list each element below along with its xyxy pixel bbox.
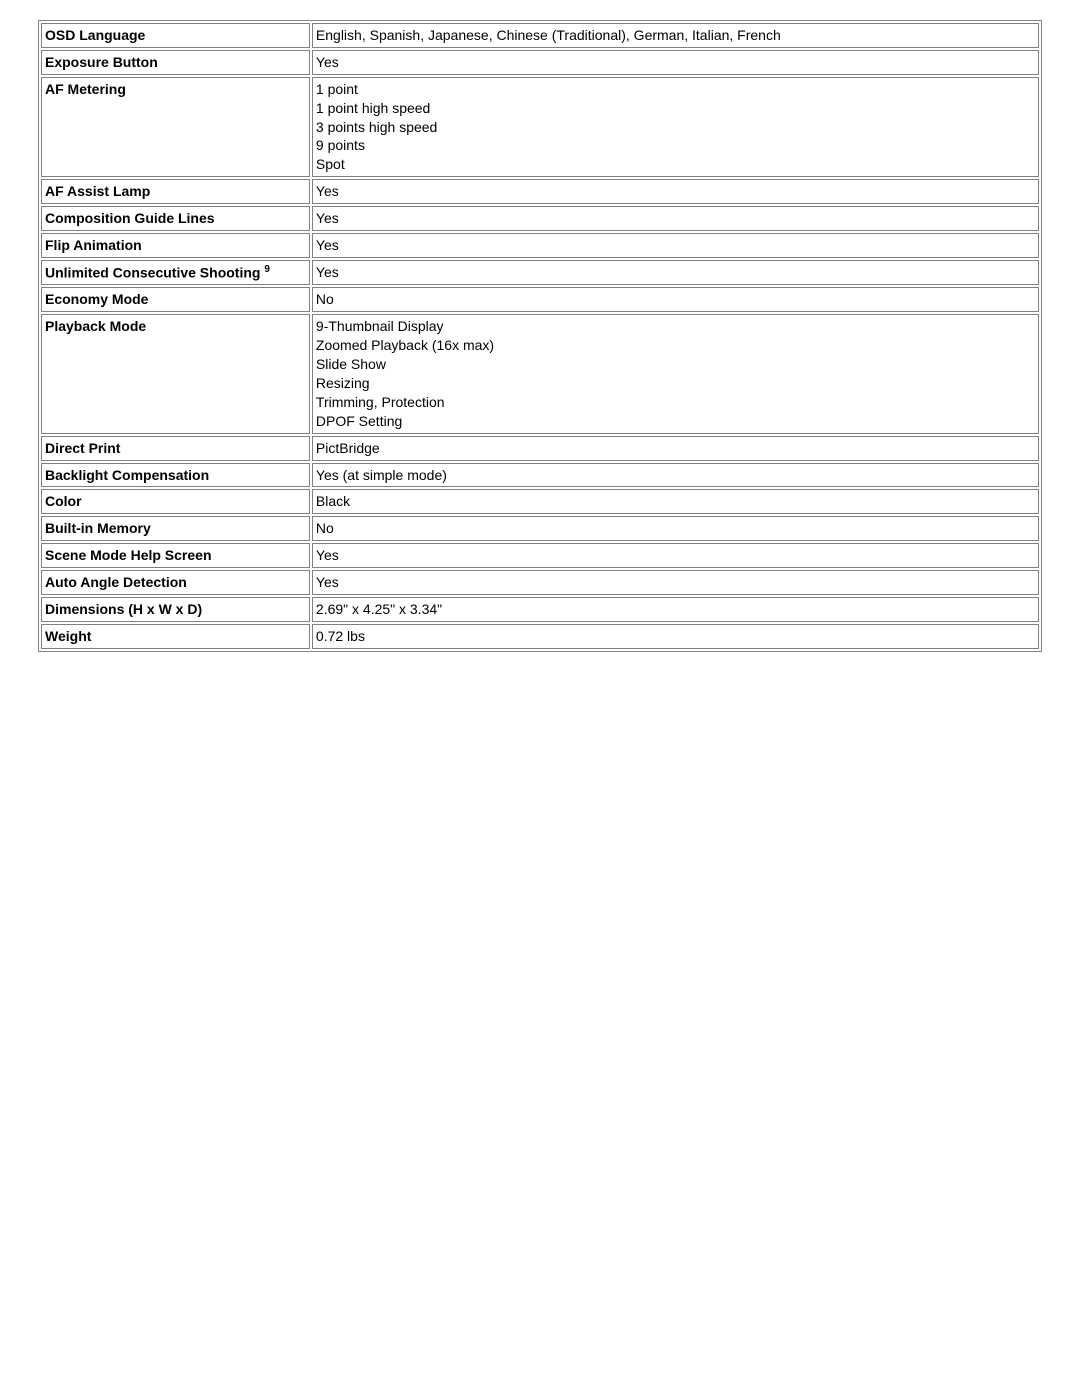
spec-value: 2.69" x 4.25" x 3.34"	[312, 597, 1039, 622]
spec-value: Yes	[312, 179, 1039, 204]
spec-value: Yes	[312, 543, 1039, 568]
spec-label-text: Built-in Memory	[45, 520, 151, 536]
table-row: Dimensions (H x W x D) 2.69" x 4.25" x 3.…	[41, 597, 1039, 622]
spec-label: Playback Mode	[41, 314, 310, 433]
spec-label-text: Unlimited Consecutive Shooting	[45, 265, 260, 281]
table-row: Color Black	[41, 489, 1039, 514]
spec-value: Yes	[312, 260, 1039, 286]
table-row: AF Assist Lamp Yes	[41, 179, 1039, 204]
spec-value: Yes	[312, 206, 1039, 231]
spec-label-text: AF Metering	[45, 81, 126, 97]
spec-label-text: Color	[45, 493, 82, 509]
spec-label: Backlight Compensation	[41, 463, 310, 488]
table-row: Backlight Compensation Yes (at simple mod…	[41, 463, 1039, 488]
spec-value: Yes	[312, 570, 1039, 595]
spec-value: Yes	[312, 50, 1039, 75]
spec-label-text: Auto Angle Detection	[45, 574, 187, 590]
spec-value: 0.72 lbs	[312, 624, 1039, 649]
spec-label-text: Dimensions (H x W x D)	[45, 601, 202, 617]
table-row: Built-in Memory No	[41, 516, 1039, 541]
spec-value: PictBridge	[312, 436, 1039, 461]
table-row: Economy Mode No	[41, 287, 1039, 312]
spec-label: Unlimited Consecutive Shooting 9	[41, 260, 310, 286]
spec-label: Built-in Memory	[41, 516, 310, 541]
spec-label-text: Backlight Compensation	[45, 467, 209, 483]
spec-value: No	[312, 516, 1039, 541]
spec-label: OSD Language	[41, 23, 310, 48]
spec-label-footnote: 9	[264, 264, 270, 275]
specs-table: OSD Language English, Spanish, Japanese, …	[38, 20, 1042, 652]
spec-label-text: Exposure Button	[45, 54, 158, 70]
spec-value: English, Spanish, Japanese, Chinese (Tra…	[312, 23, 1039, 48]
table-row: Auto Angle Detection Yes	[41, 570, 1039, 595]
spec-label-text: Economy Mode	[45, 291, 148, 307]
spec-label: Auto Angle Detection	[41, 570, 310, 595]
spec-label-text: Scene Mode Help Screen	[45, 547, 212, 563]
table-row: Direct Print PictBridge	[41, 436, 1039, 461]
spec-label: Direct Print	[41, 436, 310, 461]
spec-label: Color	[41, 489, 310, 514]
table-row: Unlimited Consecutive Shooting 9Yes	[41, 260, 1039, 286]
spec-label: Economy Mode	[41, 287, 310, 312]
spec-label: Dimensions (H x W x D)	[41, 597, 310, 622]
spec-label: Exposure Button	[41, 50, 310, 75]
table-row: Scene Mode Help Screen Yes	[41, 543, 1039, 568]
table-row: Playback Mode 9-Thumbnail DisplayZoomed P…	[41, 314, 1039, 433]
spec-label: Flip Animation	[41, 233, 310, 258]
spec-label: AF Assist Lamp	[41, 179, 310, 204]
table-row: Composition Guide Lines Yes	[41, 206, 1039, 231]
spec-label: Composition Guide Lines	[41, 206, 310, 231]
spec-value: Black	[312, 489, 1039, 514]
spec-label: AF Metering	[41, 77, 310, 177]
spec-label: Scene Mode Help Screen	[41, 543, 310, 568]
spec-label-text: OSD Language	[45, 27, 145, 43]
spec-value: Yes (at simple mode)	[312, 463, 1039, 488]
spec-value: No	[312, 287, 1039, 312]
table-row: Weight 0.72 lbs	[41, 624, 1039, 649]
table-row: Flip Animation Yes	[41, 233, 1039, 258]
spec-label-text: Weight	[45, 628, 91, 644]
spec-value: 1 point1 point high speed3 points high s…	[312, 77, 1039, 177]
spec-label-text: Direct Print	[45, 440, 120, 456]
spec-label-text: Composition Guide Lines	[45, 210, 215, 226]
spec-label-text: Playback Mode	[45, 318, 146, 334]
spec-value: 9-Thumbnail DisplayZoomed Playback (16x …	[312, 314, 1039, 433]
spec-label: Weight	[41, 624, 310, 649]
table-row: Exposure Button Yes	[41, 50, 1039, 75]
spec-label-text: Flip Animation	[45, 237, 142, 253]
table-row: OSD Language English, Spanish, Japanese, …	[41, 23, 1039, 48]
spec-value: Yes	[312, 233, 1039, 258]
table-row: AF Metering 1 point1 point high speed3 po…	[41, 77, 1039, 177]
spec-label-text: AF Assist Lamp	[45, 183, 150, 199]
specs-table-body: OSD Language English, Spanish, Japanese, …	[41, 23, 1039, 649]
